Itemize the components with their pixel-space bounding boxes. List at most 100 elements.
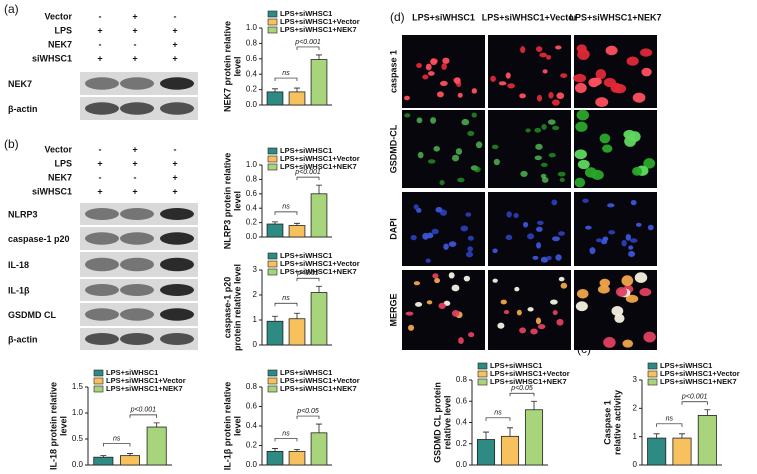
cell [623, 129, 636, 139]
treatment-sign: - [134, 39, 137, 49]
y-tick-label: 0.8 [246, 175, 258, 184]
y-tick-label: 0 [253, 340, 258, 349]
bar [288, 318, 306, 346]
cell [585, 225, 592, 230]
cell [416, 63, 423, 69]
treatment-sign: - [174, 144, 177, 154]
legend-label: LPS+siWHSC1+Vector [280, 17, 360, 26]
legend-swatch [477, 362, 488, 370]
legend-swatch [267, 268, 278, 276]
cell [448, 272, 455, 279]
y-tick-label: 0.0 [246, 232, 258, 241]
legend-label: LPS+siWHSC1+NEK7 [280, 162, 357, 171]
cell [408, 324, 415, 331]
significance-label: p<0.001 [130, 407, 157, 414]
treatment-sign: + [172, 186, 177, 196]
y-tick-label: 0 [633, 460, 638, 469]
cell [451, 154, 460, 162]
treatment-label: siWHSC1 [32, 186, 72, 196]
cell [608, 230, 616, 235]
blot-band [85, 257, 119, 272]
cell [514, 286, 520, 292]
bar [120, 455, 141, 466]
error-bar [272, 88, 278, 92]
significance-label: p<0.05 [510, 385, 533, 392]
cell [573, 73, 587, 83]
y-tick-label: 0.8 [246, 39, 258, 48]
y-tick-label: 1.5 [72, 382, 84, 391]
cell [607, 203, 615, 208]
cell [602, 236, 609, 242]
y-tick-label: 1.0 [246, 23, 258, 32]
cell [536, 242, 542, 249]
cell [513, 213, 519, 219]
cell [467, 246, 473, 252]
cell [443, 243, 449, 250]
legend-swatch [647, 370, 658, 378]
band-label: caspase-1 p20 [8, 234, 70, 244]
cell [540, 256, 549, 263]
micrograph [402, 110, 485, 188]
cell [574, 149, 587, 160]
cell [475, 141, 483, 149]
y-tick-label: 0.0 [72, 460, 84, 469]
cell [630, 200, 637, 206]
treatment-sign: - [99, 11, 102, 21]
cell [603, 77, 617, 88]
legend-label: LPS+siWHSC1 [106, 368, 158, 377]
cell [629, 238, 638, 243]
cell [433, 145, 440, 152]
cell [441, 63, 447, 70]
legend-swatch [267, 385, 278, 393]
error-bar [294, 449, 300, 452]
cell [439, 80, 448, 87]
cell [413, 281, 420, 286]
treatment-sign: + [172, 53, 177, 63]
cell [435, 206, 443, 213]
row-label: MERGE [388, 293, 398, 326]
error-bar [316, 423, 322, 433]
cell [560, 73, 568, 79]
bar [310, 432, 328, 466]
treatment-label: siWHSC1 [32, 53, 72, 63]
cell [431, 228, 439, 235]
significance-bracket [129, 414, 158, 418]
cell [473, 166, 481, 173]
treatment-sign: + [172, 158, 177, 168]
cell [520, 170, 528, 177]
column-header: LPS+siWHSC1 [412, 12, 475, 22]
blot-band [160, 77, 194, 90]
blot-band [85, 333, 119, 345]
bar [647, 437, 667, 466]
cell [628, 245, 634, 250]
legend-swatch [267, 252, 278, 260]
significance-bracket [274, 438, 298, 442]
cell [525, 128, 531, 133]
cell [453, 77, 461, 84]
cell [602, 144, 613, 153]
y-axis-label: level [232, 56, 242, 76]
cell [410, 234, 417, 241]
row-label: GSDMD-CL [388, 124, 398, 173]
treatment-sign: - [99, 39, 102, 49]
legend-swatch [267, 26, 278, 34]
cell [635, 222, 642, 227]
cell [537, 323, 546, 330]
y-tick-label: 1 [633, 432, 638, 441]
blot-band [85, 208, 119, 220]
cell [427, 159, 436, 164]
significance-label: ns [666, 416, 674, 423]
cell [458, 337, 464, 344]
cell [536, 220, 544, 225]
panel-label: (b) [4, 137, 19, 151]
y-tick-label: 0.6 [456, 396, 468, 405]
cell [556, 318, 564, 326]
column-header: LPS+siWHSC1+NEK7 [569, 12, 661, 22]
band-label: NLRP3 [8, 209, 38, 219]
cell [584, 167, 597, 178]
treatment-sign: + [172, 172, 177, 182]
y-tick-label: 1.0 [72, 408, 84, 417]
cell [634, 272, 648, 283]
legend-label: LPS+siWHSC1+Vector [280, 154, 360, 163]
y-axis-label: IL-18 protein relative [48, 382, 58, 470]
